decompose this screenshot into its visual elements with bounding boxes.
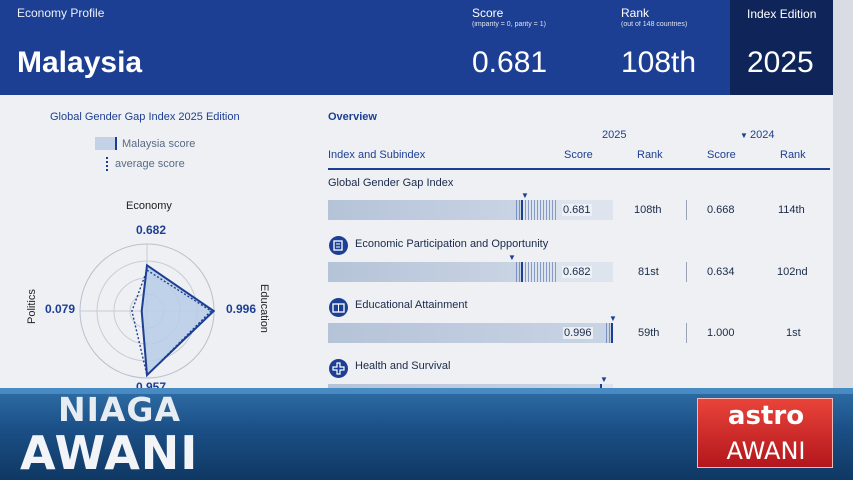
bar-score-value: 0.682 xyxy=(562,266,592,278)
channel-name: AWANI xyxy=(20,426,199,480)
axis-value-economy: 0.682 xyxy=(136,223,167,237)
education-icon xyxy=(329,298,348,317)
row-title-health: Health and Survival xyxy=(355,360,451,372)
row-title-education: Educational Attainment xyxy=(355,299,468,311)
score-bar-marker xyxy=(611,323,613,343)
column-rank: Rank xyxy=(637,149,663,161)
score-bar-marker xyxy=(521,200,523,220)
prev-rank-cell: 1st xyxy=(786,327,801,339)
column-separator xyxy=(686,323,687,343)
score-bar xyxy=(328,200,613,220)
prev-rank-cell: 114th xyxy=(778,204,805,216)
score-bar xyxy=(328,262,613,282)
radar-title: Global Gender Gap Index 2025 Edition xyxy=(50,111,240,123)
column-prev-score: Score xyxy=(707,149,736,161)
rank-label: Rank xyxy=(621,6,650,20)
score-subtitle: (imparity = 0, parity = 1) xyxy=(472,21,546,28)
average-marker-icon: ▼ xyxy=(521,191,529,200)
radar-score-polygon xyxy=(140,263,216,378)
score-bar xyxy=(328,323,613,343)
axis-value-education: 0.996 xyxy=(226,302,257,316)
logo-text-bottom: AWANI xyxy=(726,437,806,465)
prev-score-cell: 0.668 xyxy=(707,204,735,216)
bar-score-value: 0.996 xyxy=(563,327,593,339)
score-value: 0.681 xyxy=(472,46,548,79)
score-bar-fill xyxy=(328,262,522,282)
broadcast-banner: NIAGA AWANI astro AWANI xyxy=(0,388,853,480)
rank-value: 108th xyxy=(621,46,697,79)
average-marker-icon: ▼ xyxy=(600,375,608,384)
row-title-economic: Economic Participation and Opportunity xyxy=(355,238,549,250)
year-current: 2025 xyxy=(602,129,627,141)
axis-label-economy: Economy xyxy=(126,200,172,212)
column-score: Score xyxy=(564,149,593,161)
average-marker-icon: ▼ xyxy=(508,253,516,262)
radar-chart xyxy=(79,243,216,379)
profile-header: Economy Profile Malaysia Score (imparity… xyxy=(0,0,853,95)
score-label: Score xyxy=(472,6,504,20)
logo-text-top: astro xyxy=(727,401,805,431)
score-bar-fill xyxy=(328,323,612,343)
average-marker-icon: ▼ xyxy=(609,314,617,323)
health-icon xyxy=(329,359,348,378)
row-title-global-index: Global Gender Gap Index xyxy=(328,177,454,189)
score-bar-marker xyxy=(521,262,523,282)
astro-awani-logo: astro AWANI xyxy=(697,398,833,468)
rank-subtitle: (out of 148 countries) xyxy=(621,21,688,28)
score-bar-distribution xyxy=(516,262,556,282)
bar-score-value: 0.681 xyxy=(562,204,592,216)
overview-title: Overview xyxy=(328,111,377,123)
column-prev-rank: Rank xyxy=(780,149,806,161)
prev-rank-cell: 102nd xyxy=(777,266,808,278)
economy-icon xyxy=(329,236,348,255)
axis-label-education: Education xyxy=(258,284,270,333)
column-index: Index and Subindex xyxy=(328,149,426,161)
country-name: Malaysia xyxy=(17,46,143,79)
axis-label-politics: Politics xyxy=(26,289,38,324)
legend-average-swatch xyxy=(106,157,108,171)
page-edge xyxy=(833,0,853,395)
edition-value: 2025 xyxy=(747,46,814,79)
rank-cell: 108th xyxy=(634,204,662,216)
column-separator xyxy=(686,262,687,282)
score-bar-distribution xyxy=(606,323,613,343)
score-bar-distribution xyxy=(516,200,556,220)
prev-score-cell: 0.634 xyxy=(707,266,735,278)
header-divider xyxy=(328,168,830,170)
rank-cell: 59th xyxy=(638,327,660,339)
legend-score-label: Malaysia score xyxy=(122,138,196,150)
prev-score-cell: 1.000 xyxy=(707,327,735,339)
score-bar-fill xyxy=(328,200,522,220)
show-name: NIAGA xyxy=(58,390,182,429)
index-edition-box: Index Edition 2025 xyxy=(730,0,833,95)
profile-label: Economy Profile xyxy=(17,6,105,20)
edition-label: Index Edition xyxy=(747,7,817,21)
legend-score-swatch xyxy=(95,137,117,150)
year-marker-icon: ▼ xyxy=(740,131,748,140)
axis-value-politics: 0.079 xyxy=(45,302,76,316)
column-separator xyxy=(686,200,687,220)
rank-cell: 81st xyxy=(638,266,659,278)
year-previous: 2024 xyxy=(750,129,775,141)
legend-average-label: average score xyxy=(115,158,185,170)
